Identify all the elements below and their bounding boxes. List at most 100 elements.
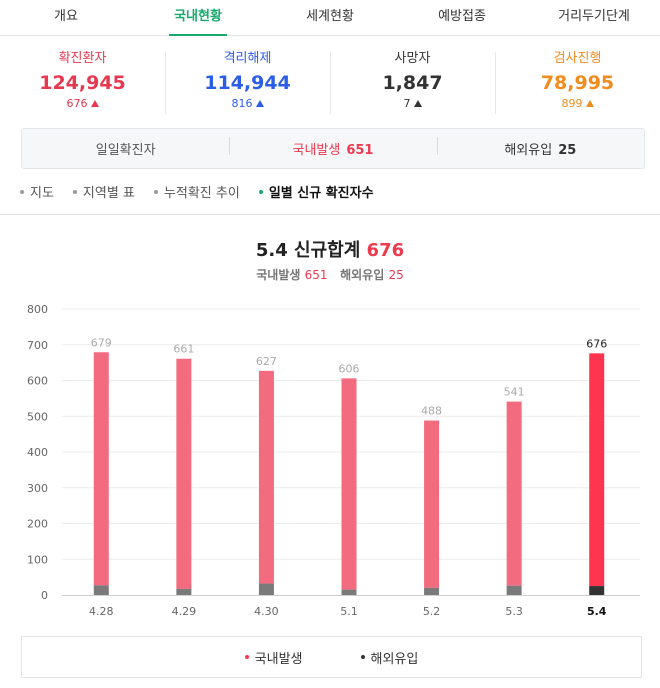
bar-overseas-5.4 [589,586,605,595]
y-tick-label-700: 700 [27,339,48,352]
subnav-daily-new-label: 일별 신규 확진자수 [268,186,374,201]
daily-label-text: 일일확진자 [95,143,156,158]
bullet-dot-icon [258,189,263,194]
stat-released-label: 격리해제 [223,51,272,66]
chart-title: 5.4 신규합계 676 [0,236,660,262]
bar-domestic-5.1 [341,378,357,590]
tab-vaccination[interactable]: 예방접종 [438,9,486,24]
bullet-dot-icon [153,189,158,194]
bar-domestic-4.28 [93,352,109,586]
top-tabs: 개요 국내현황 세계현황 예방접종 거리두기단계 [0,0,660,36]
legend-overseas: 해외유입 [360,648,419,667]
daily-domestic-label: 국내발생 [292,143,341,158]
subnav-cumulative-trend[interactable]: 누적확진 추이 [153,182,240,201]
subnav-map[interactable]: 지도 [20,182,54,201]
bullet-dot-icon [20,189,24,194]
y-tick-label-600: 600 [27,375,48,388]
daily-overseas: 해외유입 25 [436,137,644,158]
chart-subnav: 지도 지역별 표 누적확진 추이 일별 신규 확진자수 [20,182,393,201]
daily-overseas-value: 25 [558,143,577,158]
x-tick-label-5.4: 5.4 [587,605,607,618]
legend-domestic-label: 국내발생 [254,651,303,667]
subnav-daily-new[interactable]: 일별 신규 확진자수 [258,182,374,201]
legend-domestic: 국내발생 [244,648,303,667]
subnav-map-label: 지도 [30,186,54,201]
tab-overview[interactable]: 개요 [54,9,78,24]
x-tick-label-5.3: 5.3 [505,605,523,618]
y-tick-label-300: 300 [27,482,48,495]
chart-sub-domestic-label: 국내발생 [256,268,301,282]
stat-deaths: 사망자 1,847 7 [330,48,495,118]
subnav-region-table[interactable]: 지역별 표 [72,182,135,201]
stat-confirmed: 확진환자 124,945 676 [0,48,165,118]
y-tick-label-0: 0 [41,589,48,602]
stat-testing-value: 78,995 [540,72,615,94]
chart-title-total: 676 [366,240,405,261]
bar-domestic-5.2 [424,420,440,588]
stats-summary: 확진환자 124,945 676 격리해제 114,944 816 사망자 1,… [0,48,660,118]
stat-released-delta: 816 [165,96,330,112]
chart-subtitle: 국내발생 651 해외유입 25 [0,266,660,283]
stat-deaths-value: 1,847 [382,72,443,94]
up-triangle-icon [255,100,264,107]
bar-total-label-5.2: 488 [421,405,442,418]
up-triangle-icon [413,100,422,107]
stat-confirmed-label: 확진환자 [58,51,107,66]
bar-overseas-4.29 [176,588,192,595]
chart-sub-overseas-label: 해외유입 [340,268,385,282]
bar-total-label-5.1: 606 [339,362,360,375]
tab-world[interactable]: 세계현황 [306,9,354,24]
stat-released: 격리해제 114,944 816 [165,48,330,118]
bullet-dot-icon [72,189,77,194]
chart-sub-domestic-value: 651 [304,268,328,282]
bar-total-label-4.30: 627 [256,355,277,368]
up-triangle-icon [90,100,99,107]
stat-released-delta-value: 816 [231,97,253,110]
stat-deaths-delta-value: 7 [403,97,411,110]
stat-deaths-label: 사망자 [394,51,431,66]
daily-new-cases-chart: 0 100 200 300 400 500 600 700 800 679 4.28 661 4.29 6… [27,303,640,618]
tab-distancing[interactable]: 거리두기단계 [558,9,630,24]
stat-deaths-delta: 7 [330,96,495,112]
chart-legend: 국내발생 해외유입 [21,636,642,678]
tab-domestic[interactable]: 국내현황 [132,0,264,35]
bar-domestic-5.4 [589,353,605,587]
y-tick-label-400: 400 [27,446,48,459]
section-divider [0,214,660,215]
bar-domestic-4.30 [258,370,274,584]
bar-overseas-4.30 [258,583,274,595]
y-tick-label-500: 500 [27,410,48,423]
bar-domestic-5.3 [506,401,522,586]
bar-total-label-4.28: 679 [91,336,112,349]
bar-overseas-4.28 [93,585,109,595]
bar-overseas-5.1 [341,589,357,595]
y-tick-label-200: 200 [27,518,48,531]
bar-total-label-5.4: 676 [586,337,607,350]
stat-testing: 검사진행 78,995 899 [495,48,660,118]
daily-label: 일일확진자 [22,139,229,158]
x-tick-label-4.28: 4.28 [89,605,114,618]
legend-domestic-dot-icon [244,655,249,659]
legend-overseas-dot-icon [360,655,365,659]
stat-confirmed-delta-value: 676 [66,97,88,110]
bar-total-label-4.29: 661 [173,343,194,356]
daily-domestic-value: 651 [346,143,374,158]
y-tick-label-800: 800 [27,303,48,316]
stat-testing-delta: 899 [495,96,660,112]
subnav-cumulative-trend-label: 누적확진 추이 [163,186,240,201]
chart-title-prefix: 5.4 신규합계 [255,240,361,261]
stat-confirmed-delta: 676 [0,96,165,112]
y-tick-label-100: 100 [27,553,48,566]
stat-testing-label: 검사진행 [553,51,602,66]
chart-sub-overseas-value: 25 [388,268,404,282]
stat-testing-delta-value: 899 [561,97,583,110]
x-tick-label-5.1: 5.1 [340,605,358,618]
up-triangle-icon [585,100,594,107]
bar-overseas-5.2 [424,587,440,595]
legend-overseas-label: 해외유입 [370,651,419,667]
bar-overseas-5.3 [506,585,522,595]
stat-confirmed-value: 124,945 [39,72,126,94]
daily-domestic: 국내발생 651 [229,137,436,158]
x-tick-label-5.2: 5.2 [423,605,441,618]
daily-confirmed-box: 일일확진자 국내발생 651 해외유입 25 [21,128,645,169]
